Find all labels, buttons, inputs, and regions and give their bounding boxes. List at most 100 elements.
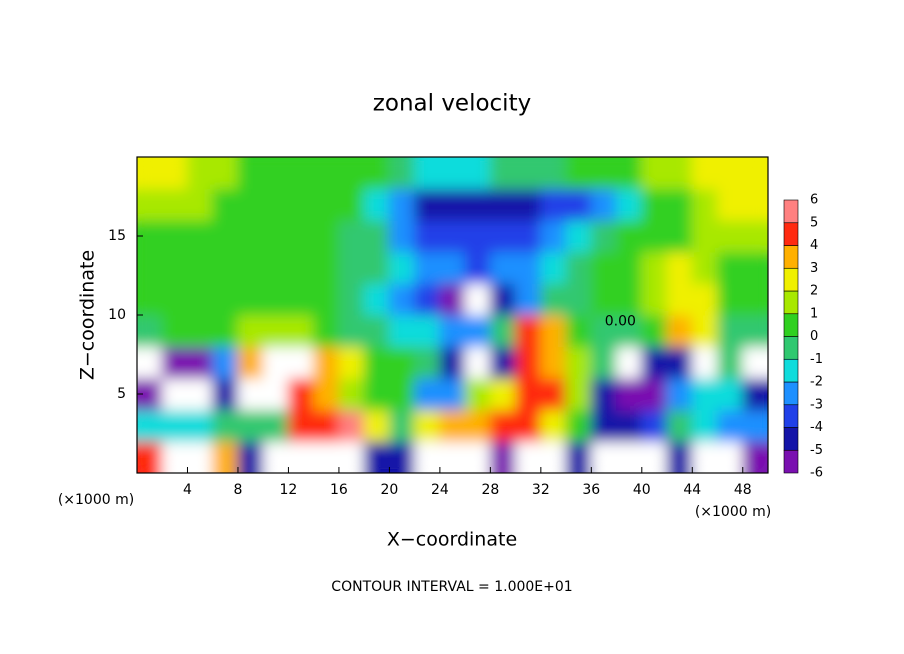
cell <box>717 377 744 411</box>
cell <box>691 219 719 253</box>
cell <box>388 346 416 379</box>
colorbar-swatch <box>783 358 799 383</box>
cell <box>616 409 643 442</box>
colorbar-swatch <box>783 245 799 269</box>
cell <box>237 219 264 253</box>
x-tick-label: 8 <box>233 482 242 498</box>
cell <box>742 219 768 253</box>
cell <box>212 346 239 379</box>
cell <box>515 409 542 442</box>
cell <box>287 409 315 442</box>
cell <box>666 377 693 411</box>
cell <box>262 282 289 316</box>
cell <box>641 346 668 379</box>
colorbar-label: -4 <box>810 420 823 435</box>
cell <box>186 282 214 316</box>
cell <box>237 377 264 411</box>
cell <box>414 346 441 379</box>
x-tick-label: 28 <box>481 482 499 498</box>
cell <box>616 346 643 379</box>
cell <box>414 188 441 221</box>
cell <box>540 409 567 442</box>
cell <box>464 282 491 316</box>
cell <box>515 251 542 284</box>
cell <box>262 157 289 190</box>
cell <box>137 409 163 442</box>
colorbar-label: -6 <box>810 466 823 481</box>
cell <box>186 377 214 411</box>
cell <box>666 346 693 379</box>
cell <box>439 188 466 221</box>
cell <box>540 219 567 253</box>
cell <box>515 314 542 348</box>
cell <box>717 157 744 190</box>
cell <box>313 409 340 442</box>
contour-note: CONTOUR INTERVAL = 1.000E+01 <box>331 579 572 595</box>
cell <box>489 377 517 411</box>
cell <box>161 251 188 284</box>
cell <box>616 219 643 253</box>
field <box>137 157 768 473</box>
cell <box>666 282 693 316</box>
cell <box>161 157 188 190</box>
cell <box>515 377 542 411</box>
cell <box>363 219 390 253</box>
x-tick-label: 44 <box>683 482 701 498</box>
cell <box>363 314 390 348</box>
y-tick-label: 5 <box>117 386 126 402</box>
colorbar-label: 5 <box>810 215 818 230</box>
cell <box>540 157 567 190</box>
cell <box>616 188 643 221</box>
cell <box>439 377 466 411</box>
cell <box>262 346 289 379</box>
cell <box>262 377 289 411</box>
cell <box>666 188 693 221</box>
cell <box>742 282 768 316</box>
cell <box>338 219 365 253</box>
cell <box>363 440 390 473</box>
cell <box>212 440 239 473</box>
cell <box>212 188 239 221</box>
cell <box>137 346 163 379</box>
cell <box>515 219 542 253</box>
cell <box>388 219 416 253</box>
cell <box>590 188 618 221</box>
cell <box>717 440 744 473</box>
cell <box>717 282 744 316</box>
colorbar-label: 6 <box>810 193 818 208</box>
cell <box>186 251 214 284</box>
cell <box>388 314 416 348</box>
cell <box>161 346 188 379</box>
cell <box>565 282 592 316</box>
cell <box>287 251 315 284</box>
cell <box>414 282 441 316</box>
y-axis-label: Z−coordinate <box>77 250 99 380</box>
cell <box>717 409 744 442</box>
cell <box>489 282 517 316</box>
cell <box>691 251 719 284</box>
cell <box>641 409 668 442</box>
cell <box>489 219 517 253</box>
cell <box>414 409 441 442</box>
colorbar-label: 1 <box>810 306 818 321</box>
cell <box>691 314 719 348</box>
cell <box>212 314 239 348</box>
cell <box>565 377 592 411</box>
cell <box>212 251 239 284</box>
colorbar-swatch <box>783 199 799 224</box>
cell <box>313 346 340 379</box>
cell <box>262 219 289 253</box>
cell <box>515 346 542 379</box>
colorbar-swatch <box>783 290 799 315</box>
cell <box>388 251 416 284</box>
cell <box>616 440 643 473</box>
cell <box>489 251 517 284</box>
cell <box>287 157 315 190</box>
cell <box>641 188 668 221</box>
cell <box>666 314 693 348</box>
cell <box>616 377 643 411</box>
cell <box>414 157 441 190</box>
cell <box>616 314 643 348</box>
cell <box>464 440 491 473</box>
